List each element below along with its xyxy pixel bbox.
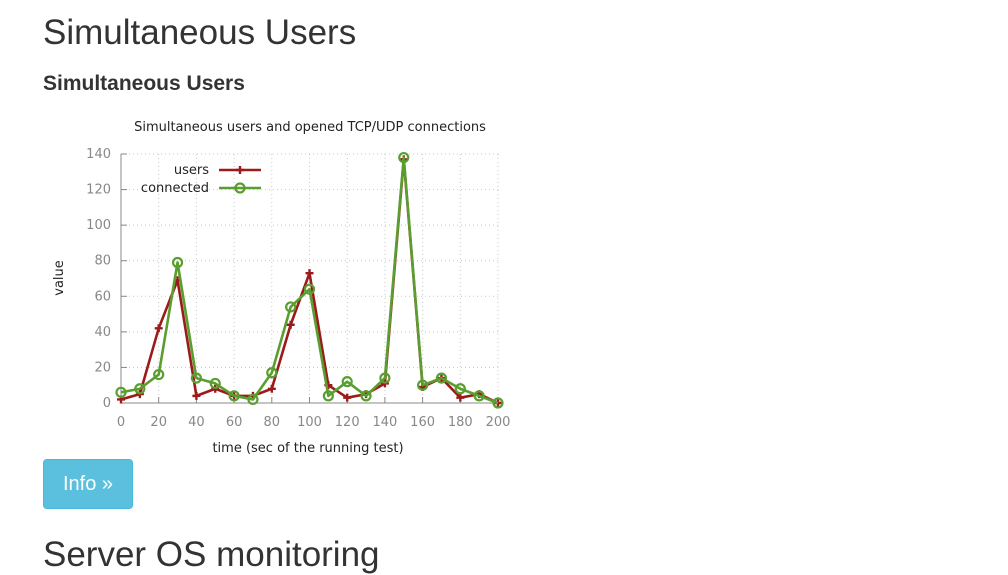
- y-tick-label: 20: [94, 360, 111, 375]
- y-tick-label: 0: [103, 396, 111, 411]
- chart-legend: users connected: [141, 163, 261, 196]
- x-tick-label: 20: [150, 415, 167, 430]
- data-point-connected: [473, 390, 485, 402]
- simultaneous-users-chart: Simultaneous users and opened TCP/UDP co…: [43, 112, 523, 457]
- data-point-connected: [303, 283, 316, 295]
- x-tick-label: 160: [410, 415, 435, 430]
- chart-svg: Simultaneous users and opened TCP/UDP co…: [52, 120, 510, 456]
- legend-label-connected: connected: [141, 181, 209, 196]
- y-axis-label: value: [52, 260, 67, 296]
- data-point-users: [305, 269, 314, 278]
- chart-title: Simultaneous users and opened TCP/UDP co…: [134, 120, 486, 135]
- x-tick-label: 80: [264, 415, 281, 430]
- data-point-connected: [115, 386, 127, 398]
- next-section-title: Server OS monitoring: [43, 535, 380, 574]
- data-point-connected: [435, 372, 448, 384]
- x-tick-label: 100: [297, 415, 322, 430]
- data-point-connected: [341, 376, 353, 388]
- x-tick-label: 180: [448, 415, 473, 430]
- section-title: Simultaneous Users: [43, 72, 245, 95]
- data-point-connected: [360, 390, 372, 402]
- data-point-connected: [134, 383, 146, 395]
- data-point-connected: [266, 367, 278, 379]
- data-point-connected: [492, 397, 504, 409]
- data-point-users: [456, 393, 465, 402]
- data-point-users: [192, 391, 201, 400]
- series-line-connected: [120, 156, 499, 405]
- data-point-connected: [153, 368, 165, 381]
- data-point-connected: [379, 372, 391, 384]
- chart-axes: 0 20 40 60 80 100 120 140 0 20 40 60 80 100 120 140 160 1…: [86, 147, 510, 430]
- data-point-connected: [209, 377, 221, 390]
- data-point-connected: [417, 379, 429, 391]
- x-tick-label: 40: [188, 415, 205, 430]
- data-point-connected: [454, 383, 466, 395]
- data-point-users: [343, 393, 352, 402]
- data-point-users: [267, 384, 276, 393]
- x-axis-label: time (sec of the running test): [212, 441, 403, 456]
- x-tick-label: 0: [117, 415, 125, 430]
- data-point-users: [154, 324, 163, 333]
- data-point-connected: [228, 390, 240, 402]
- data-point-users: [286, 320, 295, 329]
- y-tick-label: 120: [86, 183, 111, 198]
- y-tick-label: 100: [86, 218, 111, 233]
- x-tick-label: 60: [226, 415, 243, 430]
- info-button[interactable]: Info »: [43, 459, 133, 509]
- legend-marker-connected: [234, 182, 246, 194]
- data-point-connected: [285, 301, 297, 313]
- legend-label-users: users: [174, 163, 209, 178]
- y-tick-label: 80: [94, 254, 111, 269]
- page-title: Simultaneous Users: [43, 13, 357, 52]
- y-tick-label: 140: [86, 147, 111, 162]
- chart-series: [115, 151, 504, 409]
- y-tick-label: 40: [94, 325, 111, 340]
- data-point-connected: [171, 256, 184, 269]
- x-tick-label: 200: [486, 415, 511, 430]
- legend-marker-users: [236, 166, 244, 174]
- x-tick-label: 120: [335, 415, 360, 430]
- data-point-connected: [398, 151, 410, 164]
- y-tick-label: 60: [94, 289, 111, 304]
- data-point-connected: [322, 390, 334, 402]
- x-tick-label: 140: [372, 415, 397, 430]
- data-point-connected: [190, 372, 202, 384]
- data-point-connected: [247, 393, 259, 406]
